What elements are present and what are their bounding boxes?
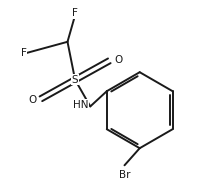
Text: F: F — [72, 8, 78, 18]
Text: HN: HN — [73, 100, 88, 109]
Text: F: F — [21, 48, 27, 58]
Text: O: O — [28, 95, 36, 105]
Text: Br: Br — [119, 170, 130, 180]
Text: O: O — [114, 55, 122, 65]
Text: S: S — [72, 75, 78, 85]
